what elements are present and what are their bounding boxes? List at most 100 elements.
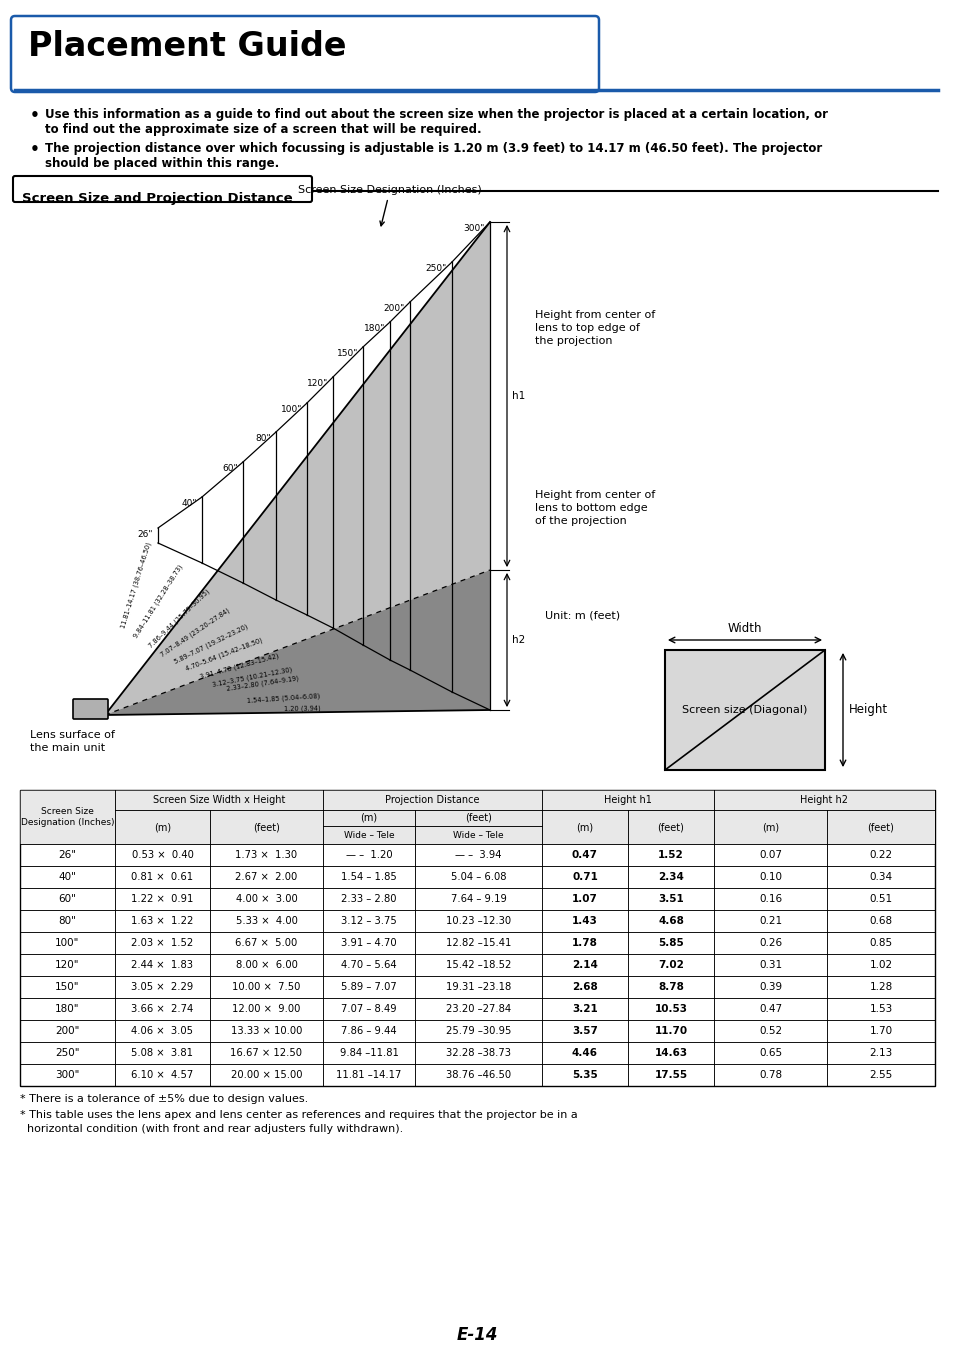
Text: 0.52: 0.52 [759,1026,781,1037]
Text: 300": 300" [55,1070,80,1080]
Bar [20,790,934,1086]
Text: 2.03 ×  1.52: 2.03 × 1.52 [132,938,193,948]
Text: 7.86–9.44 (25.79–30.95): 7.86–9.44 (25.79–30.95) [147,588,211,648]
Text: •: • [30,108,40,123]
Text: 6.67 ×  5.00: 6.67 × 5.00 [235,938,297,948]
Text: 3.51: 3.51 [658,894,683,905]
Text: 5.33 ×  4.00: 5.33 × 4.00 [235,917,297,926]
Text: 200": 200" [383,305,405,313]
Text: 2.14: 2.14 [572,960,598,971]
Text: 14.63: 14.63 [654,1047,687,1058]
Text: Screen Size Designation (Inches): Screen Size Designation (Inches) [297,185,481,226]
Text: 1.02: 1.02 [868,960,892,971]
Text: 26": 26" [58,851,76,860]
Text: 19.31 –23.18: 19.31 –23.18 [445,981,511,992]
Text: 15.42 –18.52: 15.42 –18.52 [445,960,511,971]
Bar [20,790,934,844]
Text: 3.57: 3.57 [572,1026,598,1037]
Text: 17.55: 17.55 [654,1070,687,1080]
Text: Placement Guide: Placement Guide [28,30,346,63]
Text: — –  1.20: — – 1.20 [345,851,392,860]
Text: Use this information as a guide to find out about the screen size when the proje: Use this information as a guide to find … [45,108,827,121]
Text: Screen Size and Projection Distance: Screen Size and Projection Distance [22,191,293,205]
Text: (feet): (feet) [464,813,492,824]
Text: 3.12–3.75 (10.21–12.30): 3.12–3.75 (10.21–12.30) [212,666,293,687]
Text: 1.54–1.85 (5.04–6.08): 1.54–1.85 (5.04–6.08) [247,692,320,704]
Text: 5.89 – 7.07: 5.89 – 7.07 [341,981,396,992]
Text: 100": 100" [55,938,80,948]
Text: 2.33–2.80 (7.64–9.19): 2.33–2.80 (7.64–9.19) [226,675,299,693]
Text: 3.05 ×  2.29: 3.05 × 2.29 [132,981,193,992]
Text: 4.06 ×  3.05: 4.06 × 3.05 [132,1026,193,1037]
Text: horizontal condition (with front and rear adjusters fully withdrawn).: horizontal condition (with front and rea… [20,1124,403,1134]
Text: 0.85: 0.85 [868,938,892,948]
Text: 150": 150" [336,349,357,359]
Text: (feet): (feet) [866,822,894,832]
Text: 40": 40" [181,499,196,508]
Text: 11.81 –14.17: 11.81 –14.17 [336,1070,401,1080]
Text: 2.33 – 2.80: 2.33 – 2.80 [341,894,396,905]
Text: 1.63 ×  1.22: 1.63 × 1.22 [132,917,193,926]
Text: Wide – Tele: Wide – Tele [453,830,503,840]
Text: The projection distance over which focussing is adjustable is 1.20 m (3.9 feet) : The projection distance over which focus… [45,142,821,155]
Text: 0.81 ×  0.61: 0.81 × 0.61 [132,872,193,882]
Polygon shape [105,222,490,714]
Text: 26": 26" [137,530,152,539]
Text: 1.70: 1.70 [868,1026,892,1037]
Text: Width: Width [727,621,761,635]
Text: Screen Size
Designation (Inches): Screen Size Designation (Inches) [21,807,114,826]
Text: 11.81–14.17 (38.76–46.50): 11.81–14.17 (38.76–46.50) [120,541,152,630]
FancyBboxPatch shape [73,700,108,718]
Text: (m): (m) [360,813,377,824]
Text: 20.00 × 15.00: 20.00 × 15.00 [231,1070,302,1080]
Text: 0.47: 0.47 [759,1004,781,1014]
Text: Height: Height [848,704,887,717]
Text: 3.12 – 3.75: 3.12 – 3.75 [341,917,396,926]
Text: Height from center of
lens to bottom edge
of the projection: Height from center of lens to bottom edg… [535,491,655,527]
Text: 0.71: 0.71 [572,872,598,882]
Text: 2.13: 2.13 [868,1047,892,1058]
Text: (feet): (feet) [253,822,279,832]
Text: 3.91–4.70 (12.83–15.42): 3.91–4.70 (12.83–15.42) [198,652,279,679]
Text: 0.78: 0.78 [759,1070,781,1080]
Text: Height from center of
lens to top edge of
the projection: Height from center of lens to top edge o… [535,310,655,346]
Text: E-14: E-14 [456,1326,497,1344]
Text: * This table uses the lens apex and lens center as references and requires that : * This table uses the lens apex and lens… [20,1109,578,1120]
Text: 32.28 –38.73: 32.28 –38.73 [446,1047,511,1058]
Text: 0.53 ×  0.40: 0.53 × 0.40 [132,851,193,860]
Text: (m): (m) [761,822,779,832]
Text: * There is a tolerance of ±5% due to design values.: * There is a tolerance of ±5% due to des… [20,1095,308,1104]
Text: — –  3.94: — – 3.94 [455,851,501,860]
Text: 3.91 – 4.70: 3.91 – 4.70 [341,938,396,948]
Text: 4.00 ×  3.00: 4.00 × 3.00 [235,894,297,905]
Text: 150": 150" [55,981,80,992]
Text: 4.70–5.64 (15.42–18.50): 4.70–5.64 (15.42–18.50) [184,636,263,671]
Text: 0.39: 0.39 [759,981,781,992]
Text: 7.02: 7.02 [658,960,683,971]
Text: Height h1: Height h1 [603,795,651,805]
Text: 1.54 – 1.85: 1.54 – 1.85 [341,872,396,882]
Text: 3.21: 3.21 [572,1004,598,1014]
Text: 8.78: 8.78 [658,981,683,992]
Text: 1.07: 1.07 [572,894,598,905]
Text: 300": 300" [463,224,484,233]
Text: (feet): (feet) [657,822,683,832]
Text: 0.10: 0.10 [759,872,781,882]
Text: Screen Size Width x Height: Screen Size Width x Height [152,795,285,805]
Text: Lens surface of
the main unit: Lens surface of the main unit [30,731,114,754]
Text: 1.22 ×  0.91: 1.22 × 0.91 [132,894,193,905]
Text: 80": 80" [255,434,271,443]
Bar [664,650,824,770]
Text: 1.53: 1.53 [868,1004,892,1014]
Text: 10.23 –12.30: 10.23 –12.30 [445,917,511,926]
Text: 1.43: 1.43 [572,917,598,926]
Text: 60": 60" [222,464,237,473]
Text: 40": 40" [58,872,76,882]
Text: 9.84 –11.81: 9.84 –11.81 [339,1047,398,1058]
Text: 80": 80" [58,917,76,926]
Text: 12.00 ×  9.00: 12.00 × 9.00 [233,1004,300,1014]
Text: Screen size (Diagonal): Screen size (Diagonal) [681,705,807,714]
Text: 10.00 ×  7.50: 10.00 × 7.50 [233,981,300,992]
Polygon shape [105,570,490,714]
Text: 8.00 ×  6.00: 8.00 × 6.00 [235,960,297,971]
